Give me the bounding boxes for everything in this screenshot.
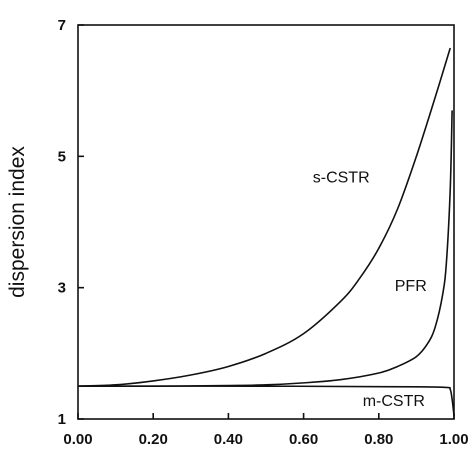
y-tick-label: 5 [58,148,66,165]
x-tick-label: 1.00 [439,431,468,448]
series-label-pfr: PFR [395,278,427,295]
x-tick-label: 0.40 [214,431,243,448]
series-lines [77,47,455,416]
x-tick-label: 0.60 [289,431,318,448]
x-tick-label: 0.20 [139,431,168,448]
ticks: 0.00 0.20 0.40 0.60 0.80 1.00 1 3 5 7 [58,17,469,448]
series-label-s-cstr: s-CSTR [313,170,370,187]
series-labels: s-CSTR PFR m-CSTR [313,170,427,410]
plot-frame [77,24,455,420]
series-label-m-cstr: m-CSTR [363,393,425,410]
series-line-s-cstr [77,47,452,387]
y-tick-label: 1 [58,411,66,428]
y-axis-title: dispersion index [6,146,29,298]
axes [77,24,455,420]
series-line-pfr [77,110,453,388]
series-line-m-cstr [77,385,455,416]
y-tick-label: 3 [58,280,66,297]
y-tick-label: 7 [58,17,66,34]
x-tick-label: 0.80 [364,431,393,448]
x-tick-label: 0.00 [63,431,92,448]
